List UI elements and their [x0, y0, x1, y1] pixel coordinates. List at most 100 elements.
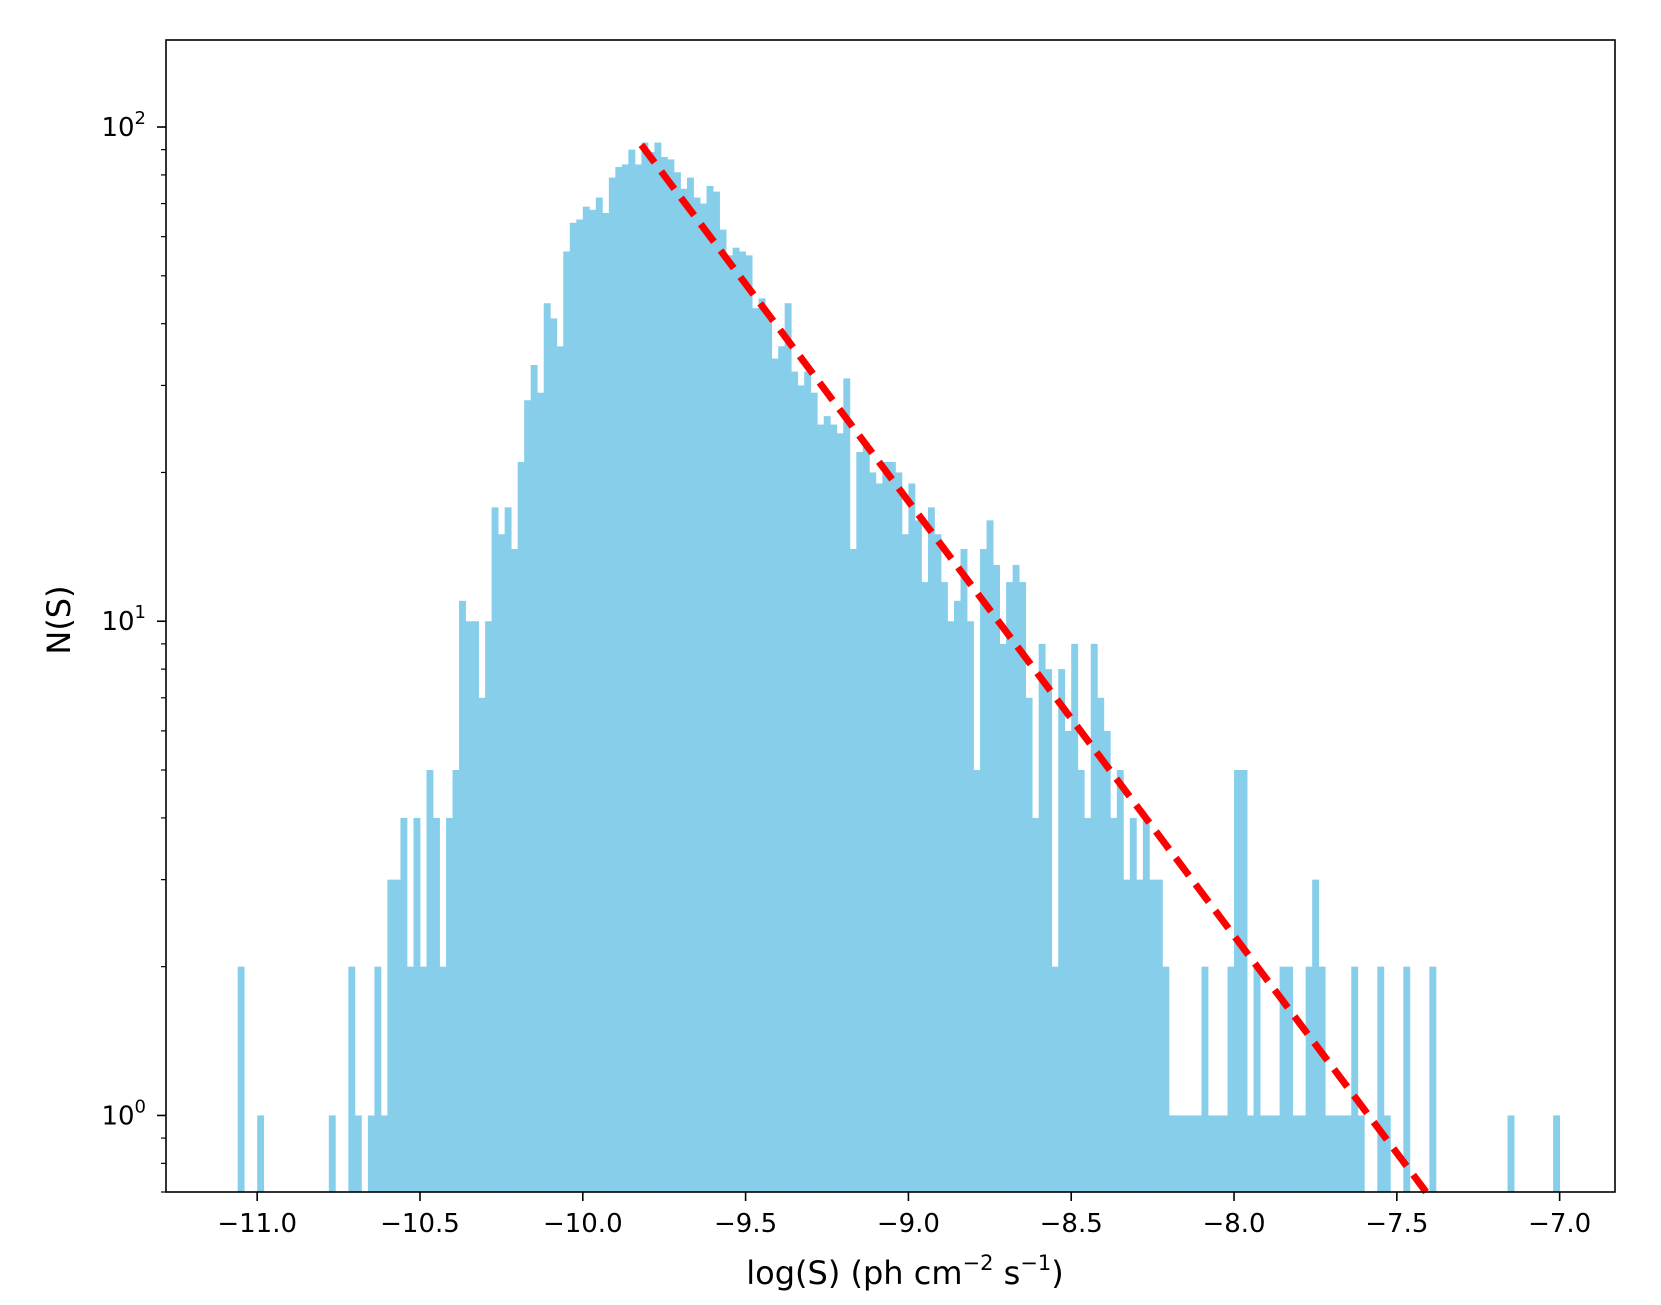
histogram-bar [393, 879, 401, 1192]
histogram-bar [1299, 1115, 1307, 1192]
histogram-bar [1240, 770, 1248, 1192]
histogram-bar [446, 817, 453, 1192]
histogram-bar [1181, 1115, 1189, 1192]
histogram-bar [374, 966, 382, 1192]
histogram-bar [1247, 1115, 1254, 1192]
histogram-bar [530, 364, 538, 1193]
histogram-bar [882, 461, 890, 1192]
histogram-bar [1331, 1115, 1339, 1192]
histogram-bar [1006, 582, 1013, 1192]
histogram-bar [1383, 1115, 1391, 1192]
histogram-bar [947, 621, 955, 1192]
histogram-bar [1279, 966, 1287, 1192]
histogram-bar [908, 483, 916, 1193]
histogram-bar [1051, 966, 1059, 1192]
histogram-bar [797, 385, 805, 1192]
histogram-bar [641, 142, 649, 1193]
histogram-bar [621, 164, 629, 1193]
histogram-bar [615, 167, 623, 1192]
x-axis-label-part-3: ) [1051, 1254, 1063, 1292]
histogram-bar [667, 159, 675, 1192]
histogram-bar [1403, 966, 1411, 1192]
x-tick-label: −9.0 [877, 1209, 940, 1239]
histogram-bar [706, 185, 714, 1192]
histogram-bar [1071, 643, 1079, 1192]
y-axis-label: N(S) [40, 585, 78, 654]
histogram-bar [739, 251, 746, 1193]
histogram-bar [875, 483, 883, 1193]
histogram-bar [524, 400, 532, 1192]
histogram-bar [1338, 1115, 1346, 1192]
histogram-bar [257, 1115, 265, 1192]
x-tick-label: −7.0 [1528, 1209, 1591, 1239]
histogram-bar [1077, 770, 1085, 1192]
histogram-bar [1058, 669, 1066, 1192]
histogram-bar [543, 303, 551, 1192]
x-tick-label: −8.5 [1040, 1209, 1103, 1239]
histogram-bar [901, 534, 909, 1192]
histogram-bar [550, 318, 558, 1192]
histogram-bar [1129, 817, 1137, 1192]
histogram-bar [348, 966, 356, 1192]
histogram-bar [1149, 879, 1157, 1192]
histogram-bar [895, 472, 903, 1193]
histogram-bar [1064, 730, 1072, 1192]
y-axis-ticks: 100 101 102 [101, 108, 166, 1193]
x-tick-label: −8.0 [1202, 1209, 1265, 1239]
histogram-bar [537, 392, 545, 1193]
histogram-bar [406, 966, 414, 1192]
histogram-bar [1136, 879, 1144, 1192]
histogram-bar [980, 549, 987, 1192]
x-axis-label-part-1: log(S) (ph cm [746, 1254, 962, 1292]
histogram-bar [817, 424, 825, 1192]
histogram-bar [237, 966, 245, 1192]
histogram-bar [439, 966, 447, 1192]
x-axis-label-sup-2: −1 [1020, 1251, 1051, 1275]
histogram-bar [1162, 966, 1170, 1192]
histogram-bar [1019, 582, 1027, 1192]
x-tick-label: −10.0 [543, 1209, 623, 1239]
histogram-bar [713, 191, 720, 1192]
histogram-bar [654, 142, 662, 1193]
x-tick-label: −9.5 [714, 1209, 777, 1239]
histogram-bar [693, 197, 701, 1192]
histogram-bar [595, 197, 603, 1192]
histogram-bar [823, 416, 831, 1192]
histogram-bar [960, 549, 968, 1192]
histogram-bar [804, 371, 812, 1193]
y-tick-label: 100 [101, 1096, 146, 1131]
histogram-bar [647, 152, 655, 1192]
histogram-bar [1207, 1115, 1215, 1192]
histogram-bar [752, 308, 760, 1192]
power-law-fit-line [638, 142, 1429, 1195]
histogram-bar [485, 621, 493, 1192]
histogram-bar [1344, 1115, 1352, 1192]
histogram-bar [830, 424, 838, 1192]
histogram-bar [491, 507, 499, 1193]
histogram-bar [1090, 643, 1098, 1192]
histogram-bar [869, 472, 877, 1193]
histogram-bar [1318, 966, 1326, 1192]
histogram-bar [452, 770, 460, 1192]
histogram-bar [1084, 817, 1092, 1192]
histogram-bar [1025, 697, 1033, 1192]
histogram-bar [1116, 770, 1124, 1192]
histogram-bar [556, 346, 564, 1192]
x-tick-label: −7.5 [1365, 1209, 1428, 1239]
histogram-bar [1142, 817, 1150, 1192]
histogram-bar [778, 346, 786, 1192]
histogram-bar [517, 461, 525, 1192]
histogram-bar [934, 534, 942, 1192]
histogram-bar [927, 507, 935, 1193]
histogram-bar [1194, 1115, 1202, 1192]
histogram-bar [719, 229, 727, 1192]
histogram-bar [1507, 1115, 1515, 1192]
histogram-bar [498, 534, 506, 1192]
histogram-bar [569, 222, 577, 1192]
histogram-bar [380, 1115, 388, 1192]
histogram-bar [1214, 1115, 1222, 1192]
histogram-bar [1357, 1115, 1365, 1192]
histogram-bar [771, 358, 779, 1192]
histogram-bar [856, 452, 864, 1192]
